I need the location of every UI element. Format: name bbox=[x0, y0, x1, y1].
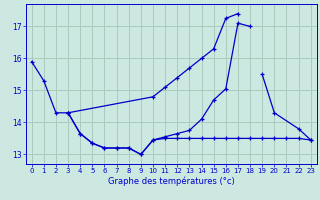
X-axis label: Graphe des températures (°c): Graphe des températures (°c) bbox=[108, 177, 235, 186]
